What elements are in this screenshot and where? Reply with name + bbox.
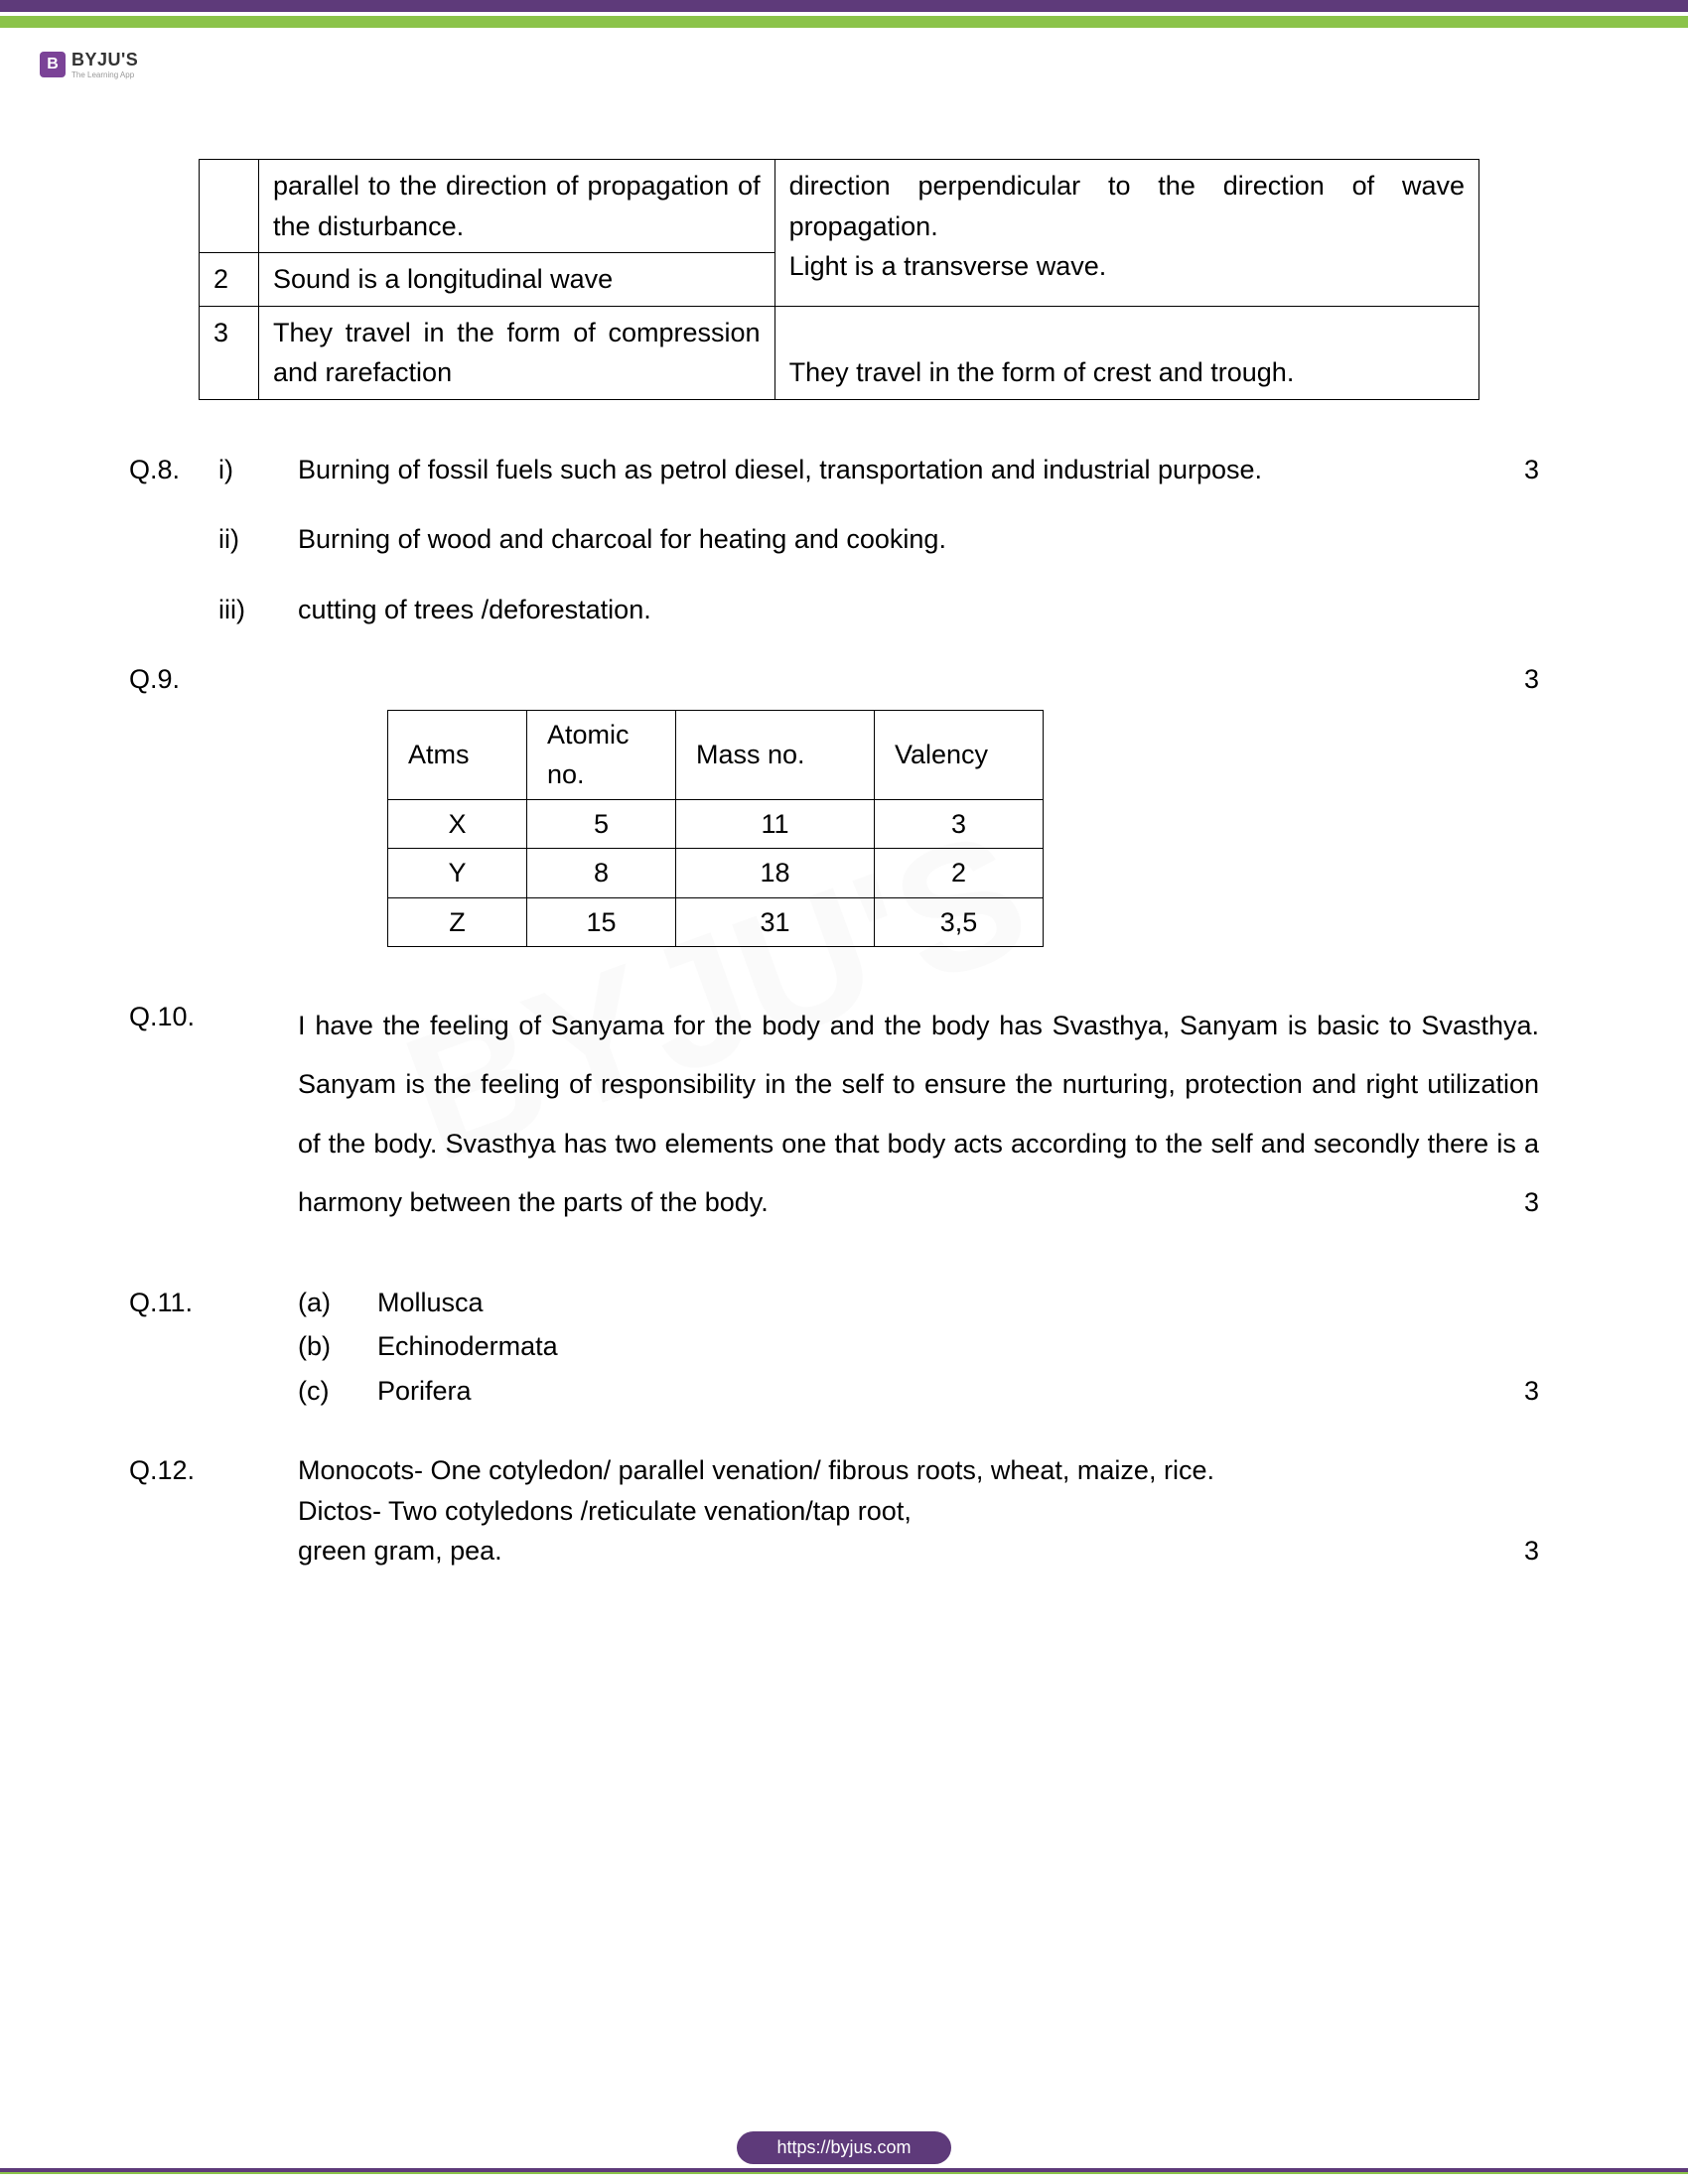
q11-item-b: (b) Echinodermata <box>129 1326 1539 1367</box>
cell: 15 <box>527 897 676 947</box>
q-body: Mollusca <box>377 1283 1539 1323</box>
table-row: X5113 <box>388 799 1044 849</box>
cell-text: They travel in the form of crest and tro… <box>789 357 1295 387</box>
q-sub: (b) <box>298 1326 377 1367</box>
q-sub: iii) <box>218 590 298 630</box>
q-sub: ii) <box>218 519 298 560</box>
table-q9: Atms Atomic no. Mass no. Valency X5113 Y… <box>387 710 1044 948</box>
cell: 31 <box>676 897 875 947</box>
q-label: Q.10. <box>129 997 298 1233</box>
brand-logo: B BYJU'S The Learning App <box>40 50 138 79</box>
cell: 18 <box>676 849 875 898</box>
table-q7: parallel to the direction of propagation… <box>199 159 1479 400</box>
th: Valency <box>875 710 1044 799</box>
mark: 3 <box>1524 450 1539 490</box>
cell: 2 <box>875 849 1044 898</box>
cell: 8 <box>527 849 676 898</box>
q-body: Burning of fossil fuels such as petrol d… <box>298 450 1539 490</box>
logo-name: BYJU'S <box>71 50 138 70</box>
mark: 3 <box>1524 659 1539 700</box>
cell: Y <box>388 849 527 898</box>
footer-line <box>0 2168 1688 2174</box>
q-text: green gram, pea. <box>298 1536 502 1566</box>
th: Atms <box>388 710 527 799</box>
cell: 3 <box>875 799 1044 849</box>
q-body: I have the feeling of Sanyama for the bo… <box>298 997 1539 1233</box>
mark: 3 <box>1524 1531 1539 1571</box>
footer: https://byjus.com <box>0 2131 1688 2164</box>
logo-icon: B <box>40 52 66 77</box>
table-header-row: Atms Atomic no. Mass no. Valency <box>388 710 1044 799</box>
header-stripe-purple <box>0 0 1688 12</box>
cell: 3,5 <box>875 897 1044 947</box>
logo-sub: The Learning App <box>71 70 138 79</box>
cell: They travel in the form of compression a… <box>258 306 774 399</box>
cell-text: direction perpendicular to the direction… <box>789 171 1465 241</box>
footer-url: https://byjus.com <box>737 2131 950 2164</box>
th: Mass no. <box>676 710 875 799</box>
q8-item-1: Q.8. i) Burning of fossil fuels such as … <box>129 450 1539 490</box>
cell: direction perpendicular to the direction… <box>774 160 1478 307</box>
q-text: Burning of fossil fuels such as petrol d… <box>298 455 1262 484</box>
q10: Q.10. I have the feeling of Sanyama for … <box>129 997 1539 1233</box>
cell: 11 <box>676 799 875 849</box>
q-body: cutting of trees /deforestation. <box>298 590 1539 630</box>
q11-item-c: (c) Porifera 3 <box>129 1371 1539 1412</box>
q11-item-a: Q.11. (a) Mollusca <box>129 1283 1539 1323</box>
table-row: 3 They travel in the form of compression… <box>200 306 1479 399</box>
q-sub: i) <box>218 450 298 490</box>
cell: Z <box>388 897 527 947</box>
q-body: Echinodermata <box>377 1326 1539 1367</box>
cell: X <box>388 799 527 849</box>
q-label: Q.11. <box>129 1283 298 1323</box>
q-label: Q.8. <box>129 450 218 490</box>
mark: 3 <box>1524 1371 1539 1412</box>
q-sub: (a) <box>298 1283 377 1323</box>
cell <box>200 160 259 253</box>
cell: Sound is a longitudinal wave <box>258 253 774 307</box>
q-text: Porifera <box>377 1376 472 1406</box>
q-body: Monocots- One cotyledon/ parallel venati… <box>298 1450 1539 1571</box>
cell-text: Light is a transverse wave. <box>789 251 1107 281</box>
page-content: parallel to the direction of propagation… <box>129 159 1539 1601</box>
table-row: Z15313,5 <box>388 897 1044 947</box>
cell: 5 <box>527 799 676 849</box>
q-text: I have the feeling of Sanyama for the bo… <box>298 1011 1539 1217</box>
q12: Q.12. Monocots- One cotyledon/ parallel … <box>129 1450 1539 1571</box>
q8-item-2: ii) Burning of wood and charcoal for hea… <box>129 519 1539 560</box>
table-row: parallel to the direction of propagation… <box>200 160 1479 253</box>
q-text: Dictos- Two cotyledons /reticulate venat… <box>298 1496 912 1526</box>
cell: 2 <box>200 253 259 307</box>
header-stripe-green <box>0 16 1688 28</box>
cell: parallel to the direction of propagation… <box>258 160 774 253</box>
q-body: Burning of wood and charcoal for heating… <box>298 519 1539 560</box>
cell: They travel in the form of crest and tro… <box>774 306 1478 399</box>
q-text: Monocots- One cotyledon/ parallel venati… <box>298 1455 1214 1485</box>
q8-item-3: iii) cutting of trees /deforestation. <box>129 590 1539 630</box>
q-label: Q.12. <box>129 1450 298 1571</box>
cell: 3 <box>200 306 259 399</box>
table-row: Y8182 <box>388 849 1044 898</box>
mark: 3 <box>1524 1173 1539 1232</box>
q-label: Q.9. <box>129 659 218 700</box>
q9-header: Q.9. 3 <box>129 659 1539 700</box>
q-sub: (c) <box>298 1371 377 1412</box>
th: Atomic no. <box>527 710 676 799</box>
q-body: Porifera 3 <box>377 1371 1539 1412</box>
